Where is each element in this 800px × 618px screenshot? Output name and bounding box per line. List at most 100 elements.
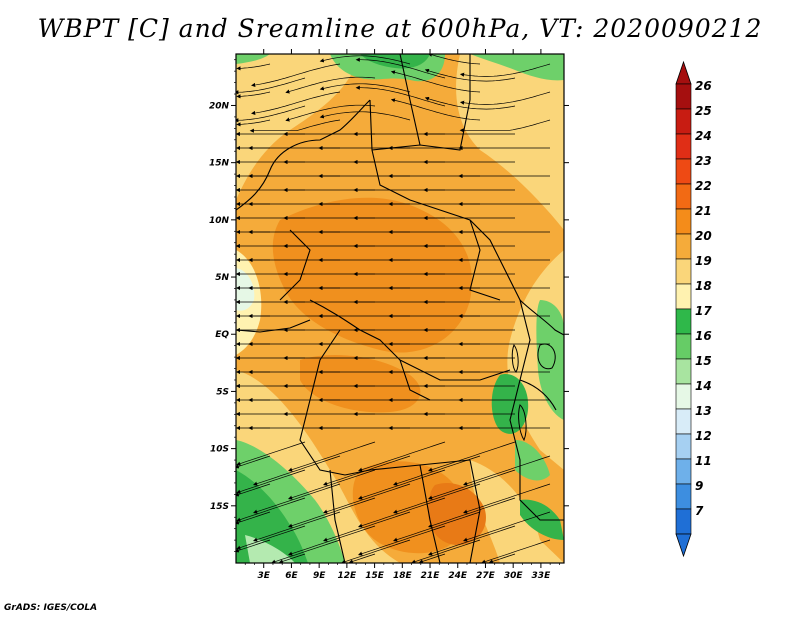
colorbar-swatch	[675, 183, 692, 210]
lakes	[511, 343, 556, 442]
colorbar-top-arrow	[675, 60, 692, 85]
streamline	[428, 441, 516, 472]
streamline	[236, 483, 271, 497]
colorbar-swatch	[675, 158, 692, 185]
streamline	[251, 91, 341, 116]
streamline	[249, 119, 341, 133]
streamline	[358, 469, 446, 500]
streamline	[271, 539, 341, 563]
streamline	[393, 483, 481, 514]
map-title: WBPT [C] and Sreamline at 600hPa, VT: 20…	[37, 14, 763, 43]
streamline	[459, 119, 551, 133]
streamline	[236, 497, 306, 522]
streamline	[236, 105, 306, 123]
colorbar-label: 16	[695, 329, 712, 343]
streamline	[236, 119, 271, 127]
field-region-green-far-east	[536, 300, 564, 420]
lon-tick-label: 6E	[285, 571, 298, 581]
streamline	[236, 539, 271, 553]
colorbar-label: 12	[695, 429, 712, 443]
field-region-warm-central	[272, 197, 472, 353]
streamline	[236, 511, 271, 525]
streamline	[319, 83, 411, 93]
streamline	[253, 483, 341, 514]
lat-tick-label: 15N	[209, 159, 230, 169]
streamline	[236, 469, 306, 494]
field-region-lightgreen-west-coast	[236, 268, 255, 311]
colorbar-label: 14	[695, 379, 712, 393]
lat-tick-label: 5S	[216, 387, 229, 397]
streamline	[355, 57, 446, 79]
streamline	[428, 469, 516, 500]
colorbar-swatch	[675, 508, 692, 535]
streamline	[358, 525, 446, 556]
streamline	[424, 96, 516, 110]
colorbar-label: 15	[695, 354, 712, 368]
streamline	[341, 539, 411, 563]
streamline	[348, 553, 376, 563]
streamline	[393, 511, 481, 542]
streamline	[390, 70, 481, 93]
streamline	[288, 497, 376, 528]
field-region-cool-northeast	[456, 54, 564, 230]
streamline	[236, 441, 306, 466]
lat-tick-label: 10S	[210, 445, 229, 455]
lon-tick-label: 15E	[365, 571, 385, 581]
streamline	[428, 525, 516, 556]
colorbar-swatch	[675, 358, 692, 385]
colorbar-swatch	[675, 483, 692, 510]
longitude-axis: 3E 6E 9E 12E 15E 18E 21E 24E 27E 30E 33E	[244, 49, 560, 581]
colorbar-swatch	[675, 233, 692, 260]
lat-tick-label: EQ	[215, 330, 229, 340]
colorbar-swatch	[675, 308, 692, 335]
streamline	[355, 85, 446, 107]
streamline	[236, 455, 271, 469]
plot-frame	[235, 53, 565, 564]
streamline	[459, 91, 551, 105]
colorbar-swatch	[675, 208, 692, 235]
field-region-green-east-lower	[515, 440, 550, 481]
credit-text: GrADS: IGES/COLA	[4, 603, 98, 613]
lon-tick-label: 33E	[532, 571, 552, 581]
lon-tick-label: 12E	[338, 571, 358, 581]
streamline	[427, 54, 481, 65]
colorbar-label: 11	[695, 454, 712, 468]
colorbar-bottom-arrow	[675, 533, 692, 558]
streamline	[323, 483, 411, 514]
field-region-green-north-deep	[360, 54, 430, 69]
lon-tick-label: 21E	[421, 571, 441, 581]
streamline	[390, 98, 481, 121]
colorbar-label: 25	[695, 104, 712, 118]
lon-tick-label: 24E	[448, 571, 468, 581]
streamline	[358, 497, 446, 528]
colorbar-swatch	[675, 333, 692, 360]
streamline	[319, 55, 411, 65]
colorbar-swatch	[675, 383, 692, 410]
streamline	[278, 553, 306, 563]
colorbar-swatch	[675, 108, 692, 135]
streamline	[288, 441, 376, 472]
streamline	[459, 63, 551, 77]
streamline	[463, 455, 551, 486]
latitude-axis: 20N 15N 10N 5N EQ 5S 10S 15S	[209, 59, 569, 552]
streamline	[319, 111, 411, 121]
colorbar-label: 24	[695, 129, 712, 143]
colorbar-label: 13	[695, 404, 712, 418]
lat-tick-label: 10N	[209, 216, 230, 226]
streamline	[358, 441, 446, 472]
colorbar-label: 18	[695, 279, 712, 293]
colorbar-label: 17	[695, 304, 712, 318]
streamline	[463, 511, 551, 542]
streamline	[253, 455, 341, 486]
streamline	[251, 63, 341, 88]
streamline	[253, 511, 341, 542]
streamline	[288, 525, 376, 556]
colorbar-swatch	[675, 458, 692, 485]
lon-tick-label: 30E	[504, 571, 524, 581]
colorbar: 26 25 24 23 22 21 20 19 18 17 16 15 14 13 12 11 9 7	[675, 60, 712, 558]
country-boundaries	[236, 54, 564, 563]
streamline	[285, 76, 376, 94]
streamline	[285, 104, 376, 122]
colorbar-label: 20	[695, 229, 712, 243]
